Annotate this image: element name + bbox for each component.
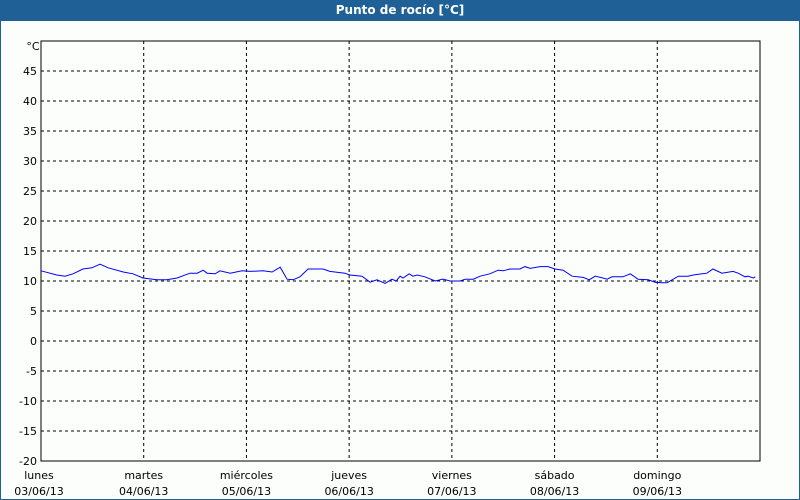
x-tick-date: 08/06/13 bbox=[530, 485, 579, 498]
window-title: Punto de rocío [°C] bbox=[0, 0, 800, 21]
x-tick-day: miércoles bbox=[220, 469, 273, 482]
y-tick-label: 10 bbox=[23, 275, 37, 288]
y-tick-label: 25 bbox=[23, 185, 37, 198]
y-tick-label: 0 bbox=[30, 335, 37, 348]
x-tick-day: sábado bbox=[535, 469, 575, 482]
y-tick-label: 35 bbox=[23, 125, 37, 138]
y-tick-label: 45 bbox=[23, 65, 37, 78]
x-tick-day: domingo bbox=[633, 469, 681, 482]
y-tick-label: -20 bbox=[19, 455, 37, 468]
x-tick-date: 04/06/13 bbox=[119, 485, 168, 498]
y-tick-label: -5 bbox=[26, 365, 37, 378]
x-tick-date: 09/06/13 bbox=[633, 485, 682, 498]
y-tick-label: 20 bbox=[23, 215, 37, 228]
plot-frame bbox=[40, 40, 761, 462]
x-tick-date: 03/06/13 bbox=[14, 485, 63, 498]
x-tick-day: jueves bbox=[330, 469, 367, 482]
y-tick-label: 5 bbox=[30, 305, 37, 318]
y-tick-label: 30 bbox=[23, 155, 37, 168]
x-tick-date: 06/06/13 bbox=[324, 485, 373, 498]
x-tick-day: lunes bbox=[24, 469, 54, 482]
x-tick-day: viernes bbox=[432, 469, 472, 482]
x-tick-date: 05/06/13 bbox=[222, 485, 271, 498]
x-tick-day: martes bbox=[124, 469, 163, 482]
y-tick-label: 40 bbox=[23, 95, 37, 108]
y-axis-unit: °C bbox=[26, 40, 40, 53]
y-tick-label: 15 bbox=[23, 245, 37, 258]
x-tick-date: 07/06/13 bbox=[427, 485, 476, 498]
series-line bbox=[40, 263, 756, 284]
y-tick-label: -15 bbox=[19, 425, 37, 438]
y-tick-label: -10 bbox=[19, 395, 37, 408]
grid bbox=[41, 41, 760, 461]
